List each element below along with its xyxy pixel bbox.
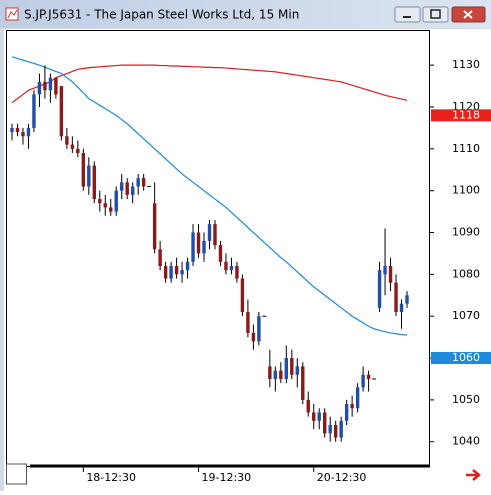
- candle-body: [207, 224, 212, 241]
- maximize-glyph: [430, 9, 441, 19]
- candle-body: [54, 77, 58, 95]
- candle-body: [279, 370, 283, 379]
- candle-body: [312, 412, 316, 421]
- candle-body: [15, 127, 20, 133]
- candle-body: [191, 232, 195, 262]
- candle-body: [328, 424, 332, 434]
- candle-body: [70, 144, 75, 149]
- candle-body: [235, 265, 239, 279]
- y-tick-label: 1070: [452, 309, 480, 322]
- candle-body: [202, 240, 206, 254]
- candle-body: [136, 178, 140, 187]
- candle-body: [81, 153, 86, 187]
- candle-body: [32, 94, 36, 128]
- candle-body: [317, 412, 321, 421]
- candle-body: [65, 136, 69, 145]
- candle-body: [43, 81, 47, 91]
- candle-body: [246, 312, 250, 333]
- moving-average: [11, 64, 408, 104]
- candle-body: [229, 265, 234, 271]
- candle-body: [125, 182, 129, 195]
- y-tick-label: 1080: [452, 267, 480, 280]
- candle-body: [268, 366, 272, 379]
- price-marker-label: 1118: [452, 108, 480, 121]
- y-tick-label: 1090: [452, 226, 480, 239]
- candle-body: [196, 232, 201, 254]
- autoscroll-arrow[interactable]: [466, 469, 481, 481]
- candle-body: [361, 374, 365, 388]
- close-glyph: [463, 10, 473, 19]
- candle-body: [290, 358, 294, 375]
- maximize-button[interactable]: [422, 6, 449, 23]
- candle-body: [174, 265, 179, 275]
- candle-body: [306, 399, 310, 413]
- candle-body: [377, 270, 382, 308]
- candle-body: [251, 332, 256, 342]
- candle-body: [37, 81, 42, 95]
- candle-body: [120, 182, 124, 191]
- candle-body: [10, 127, 14, 133]
- candle-body: [240, 278, 245, 313]
- candle-body: [158, 249, 162, 266]
- y-tick-label: 1110: [452, 142, 480, 155]
- candle-body: [21, 132, 25, 137]
- candle-body: [98, 199, 102, 204]
- candle-body: [76, 148, 80, 154]
- y-tick-label: 1040: [452, 435, 480, 448]
- y-tick-label: 1100: [452, 184, 480, 197]
- y-tick-label: 1050: [452, 393, 480, 406]
- price-marker-label: 1060: [452, 351, 480, 364]
- candle-body: [323, 412, 327, 434]
- candle-body: [180, 270, 184, 275]
- candle-body: [224, 261, 228, 271]
- corner-box[interactable]: [6, 463, 27, 485]
- candle-body: [218, 245, 223, 262]
- candle-body: [257, 316, 261, 342]
- window-title: S.JP.J5631 - The Japan Steel Works Ltd, …: [24, 8, 299, 22]
- candle-body: [388, 265, 393, 283]
- candle-body: [92, 165, 96, 200]
- price-marker: [431, 109, 491, 122]
- x-tick-label: 20-12:30: [317, 471, 367, 484]
- candle-body: [284, 358, 289, 379]
- x-tick-label: 19-12:30: [202, 471, 252, 484]
- candle-body: [26, 127, 31, 137]
- candle-body: [344, 404, 349, 421]
- candle-body: [185, 261, 190, 271]
- candle-body: [355, 387, 360, 409]
- y-tick-label: 1130: [452, 58, 480, 71]
- candle-body: [405, 295, 409, 304]
- candle-body: [399, 303, 404, 313]
- candle-body: [87, 165, 91, 187]
- candle-body: [169, 265, 173, 279]
- candle-body: [383, 265, 387, 275]
- candle-body: [333, 424, 338, 438]
- candle-body: [394, 282, 398, 313]
- candle-body: [273, 370, 278, 379]
- candle-body: [350, 404, 354, 409]
- candle-body: [130, 186, 135, 195]
- app-icon: [5, 7, 19, 21]
- candle-body: [109, 207, 113, 212]
- chart-background: [4, 29, 491, 491]
- candle-body: [301, 366, 305, 400]
- app-icon-glyph: [7, 9, 18, 19]
- candle-body: [114, 190, 118, 212]
- candle-body: [339, 420, 343, 438]
- candle-body: [59, 86, 64, 137]
- candle-body: [163, 265, 168, 279]
- moving-average: [11, 56, 408, 336]
- candle-body: [103, 203, 107, 208]
- candle-body: [141, 178, 146, 187]
- candle-body: [295, 366, 299, 375]
- candle-body: [48, 77, 53, 91]
- price-marker: [431, 352, 491, 365]
- candle-body: [366, 374, 371, 379]
- x-tick-label: 18-12:30: [86, 471, 136, 484]
- candle-body: [152, 203, 157, 250]
- candle-body: [213, 224, 217, 246]
- minimize-button[interactable]: [394, 6, 421, 23]
